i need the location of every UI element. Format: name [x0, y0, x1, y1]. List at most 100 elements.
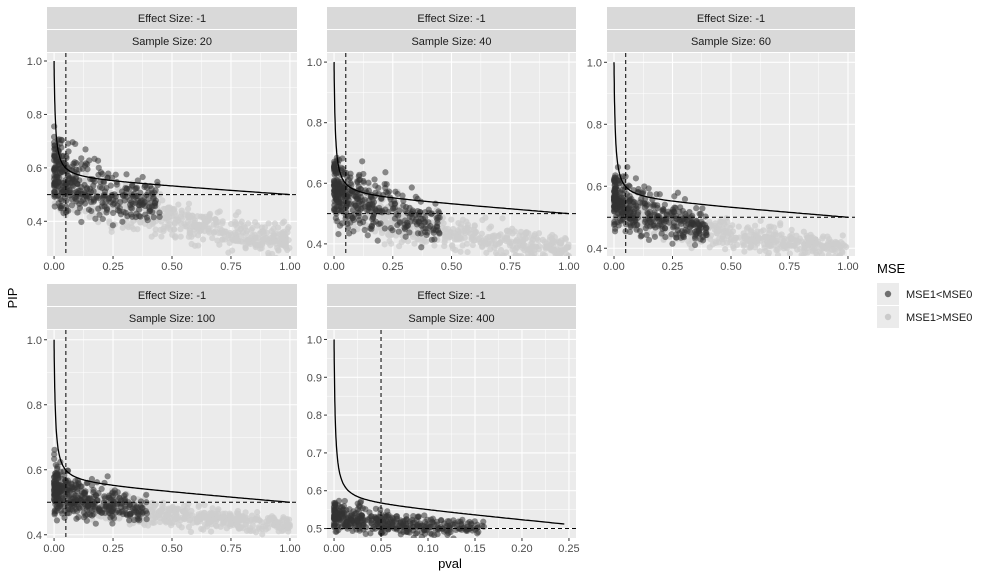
data-point-mse1-gt-mse0	[212, 216, 219, 223]
data-point-mse1-lt-mse0	[468, 520, 475, 527]
data-point-mse1-lt-mse0	[616, 217, 624, 224]
data-point-mse1-lt-mse0	[333, 510, 340, 517]
data-point-mse1-lt-mse0	[395, 228, 402, 235]
facet-strip-label: Sample Size: 100	[129, 313, 215, 325]
facet-strip-bg	[327, 7, 576, 29]
data-point-mse1-gt-mse0	[765, 249, 773, 256]
data-point-mse1-gt-mse0	[458, 230, 465, 237]
data-point-mse1-lt-mse0	[101, 192, 109, 199]
data-point-mse1-gt-mse0	[265, 220, 272, 227]
data-point-mse1-lt-mse0	[393, 525, 400, 532]
data-point-mse1-gt-mse0	[534, 256, 540, 262]
data-point-mse1-lt-mse0	[121, 197, 128, 204]
data-point-mse1-lt-mse0	[450, 535, 457, 538]
data-point-mse1-lt-mse0	[116, 494, 123, 501]
data-point-mse1-lt-mse0	[389, 227, 396, 234]
facet-strip-label: Sample Size: 400	[408, 313, 494, 325]
data-point-mse1-gt-mse0	[491, 244, 498, 251]
data-point-mse1-lt-mse0	[643, 231, 650, 239]
data-point-mse1-lt-mse0	[406, 229, 413, 236]
data-point-mse1-lt-mse0	[133, 210, 140, 217]
data-point-mse1-gt-mse0	[747, 228, 755, 235]
data-point-mse1-lt-mse0	[331, 501, 339, 508]
data-point-mse1-gt-mse0	[824, 244, 831, 251]
data-point-mse1-gt-mse0	[796, 245, 804, 253]
y-tick-label: 0.6	[27, 163, 42, 175]
data-point-mse1-gt-mse0	[528, 251, 535, 256]
data-point-mse1-lt-mse0	[402, 207, 409, 214]
data-point-mse1-lt-mse0	[76, 204, 84, 212]
fitted-curve	[613, 62, 849, 218]
data-point-mse1-lt-mse0	[374, 237, 381, 244]
data-point-mse1-gt-mse0	[219, 520, 226, 527]
data-point-mse1-lt-mse0	[399, 192, 406, 199]
data-point-mse1-gt-mse0	[185, 200, 193, 207]
data-point-mse1-lt-mse0	[82, 160, 90, 167]
data-point-mse1-gt-mse0	[820, 233, 827, 240]
data-point-mse1-lt-mse0	[371, 193, 378, 200]
legend-label-light: MSE1>MSE0	[906, 312, 972, 324]
data-point-mse1-gt-mse0	[168, 213, 176, 220]
data-point-mse1-lt-mse0	[91, 155, 98, 162]
data-point-mse1-lt-mse0	[396, 207, 403, 214]
data-point-mse1-lt-mse0	[337, 504, 344, 511]
data-point-mse1-gt-mse0	[285, 224, 292, 231]
data-point-mse1-lt-mse0	[357, 498, 365, 505]
data-point-mse1-lt-mse0	[396, 219, 403, 227]
data-point-mse1-lt-mse0	[72, 477, 79, 485]
facet-strip-bg	[47, 284, 297, 306]
data-point-mse1-lt-mse0	[346, 230, 353, 237]
data-point-mse1-lt-mse0	[661, 225, 669, 232]
data-point-mse1-lt-mse0	[111, 200, 118, 207]
data-point-mse1-lt-mse0	[416, 211, 423, 218]
data-point-mse1-lt-mse0	[339, 155, 346, 162]
facet-strip-bg	[327, 307, 576, 329]
data-point-mse1-lt-mse0	[85, 502, 92, 509]
data-point-mse1-gt-mse0	[740, 242, 747, 249]
data-point-mse1-gt-mse0	[787, 242, 794, 249]
data-point-mse1-lt-mse0	[624, 210, 631, 218]
data-point-mse1-lt-mse0	[375, 221, 382, 228]
facet-strip-label: Sample Size: 60	[691, 36, 771, 48]
data-point-mse1-gt-mse0	[150, 504, 157, 511]
data-point-mse1-lt-mse0	[409, 516, 416, 523]
data-point-mse1-lt-mse0	[92, 520, 99, 527]
data-point-mse1-gt-mse0	[242, 245, 249, 252]
data-point-mse1-lt-mse0	[437, 516, 445, 524]
data-point-mse1-lt-mse0	[150, 195, 157, 202]
data-point-mse1-lt-mse0	[70, 499, 77, 506]
data-point-mse1-lt-mse0	[135, 202, 143, 209]
points-group	[50, 123, 293, 256]
x-tick-label: 0.50	[161, 543, 182, 555]
data-point-mse1-lt-mse0	[409, 208, 416, 216]
data-point-mse1-lt-mse0	[57, 165, 64, 172]
x-tick-label: 0.25	[102, 543, 123, 555]
data-point-mse1-gt-mse0	[261, 224, 268, 231]
data-point-mse1-gt-mse0	[839, 232, 846, 239]
data-point-mse1-lt-mse0	[88, 512, 96, 519]
data-point-mse1-lt-mse0	[703, 231, 710, 239]
data-point-mse1-lt-mse0	[644, 201, 651, 208]
data-point-mse1-gt-mse0	[441, 239, 448, 246]
data-point-mse1-gt-mse0	[195, 242, 202, 249]
data-point-mse1-gt-mse0	[478, 230, 485, 237]
data-point-mse1-lt-mse0	[649, 216, 656, 223]
data-point-mse1-lt-mse0	[108, 174, 116, 181]
data-point-mse1-gt-mse0	[431, 242, 438, 249]
x-tick-label: 0.00	[323, 543, 344, 555]
x-tick-label: 0.00	[43, 543, 64, 555]
data-point-mse1-lt-mse0	[702, 213, 709, 220]
data-point-mse1-gt-mse0	[184, 205, 192, 212]
data-point-mse1-lt-mse0	[665, 208, 672, 215]
data-point-mse1-lt-mse0	[51, 455, 58, 463]
x-tick-label: 0.75	[220, 543, 241, 555]
data-point-mse1-gt-mse0	[748, 236, 755, 243]
data-point-mse1-lt-mse0	[80, 196, 87, 203]
data-point-mse1-lt-mse0	[51, 164, 59, 172]
data-point-mse1-lt-mse0	[673, 223, 680, 230]
data-point-mse1-gt-mse0	[140, 520, 147, 527]
data-point-mse1-gt-mse0	[243, 527, 250, 534]
data-point-mse1-lt-mse0	[676, 218, 684, 225]
data-point-mse1-gt-mse0	[263, 229, 270, 236]
